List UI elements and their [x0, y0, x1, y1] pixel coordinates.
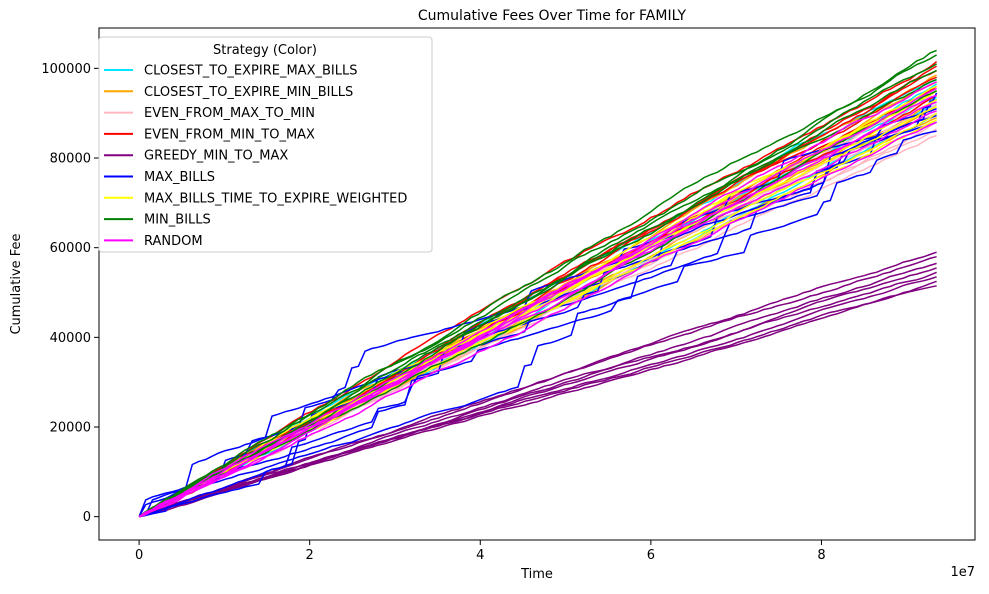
x-tick-label: 2 — [306, 548, 314, 563]
series-line — [138, 251, 937, 518]
y-tick-label: 0 — [83, 510, 91, 525]
series-line — [138, 107, 937, 518]
series-line — [138, 262, 937, 518]
y-tick-label: 100000 — [41, 62, 91, 77]
legend-entry: GREEDY_MIN_TO_MAX — [144, 149, 288, 164]
x-axis-offset-label: 1e7 — [950, 565, 975, 580]
series-line — [138, 121, 937, 518]
y-tick-label: 40000 — [50, 331, 91, 346]
y-tick-label: 60000 — [50, 241, 91, 256]
series-line — [138, 63, 937, 518]
legend-entry: MAX_BILLS — [144, 170, 215, 185]
series-line — [138, 280, 937, 518]
legend-entry: EVEN_FROM_MAX_TO_MIN — [144, 106, 315, 121]
x-tick-label: 8 — [817, 548, 825, 563]
legend-entry: CLOSEST_TO_EXPIRE_MIN_BILLS — [144, 85, 353, 100]
x-tick-label: 6 — [647, 548, 655, 563]
series-line — [138, 92, 938, 517]
series-line — [138, 81, 937, 518]
legend-entry: MAX_BILLS_TIME_TO_EXPIRE_WEIGHTED — [144, 191, 407, 206]
y-tick-label: 80000 — [50, 152, 91, 167]
series-line — [138, 87, 937, 518]
legend-entry: EVEN_FROM_MIN_TO_MAX — [144, 127, 315, 142]
series-line — [138, 94, 937, 518]
series-line — [138, 285, 937, 518]
legend-title: Strategy (Color) — [213, 43, 317, 58]
legend-entry: CLOSEST_TO_EXPIRE_MAX_BILLS — [144, 64, 357, 79]
legend-entry: MIN_BILLS — [144, 213, 211, 228]
series-line — [138, 267, 937, 518]
y-tick-label: 20000 — [50, 421, 91, 436]
x-axis: 0 2 4 6 8 — [135, 540, 826, 563]
y-axis-label: Cumulative Fee — [9, 233, 24, 334]
plot-frame — [98, 27, 976, 541]
legend: Strategy (Color) CLOSEST_TO_EXPIRE_MAX_B… — [98, 36, 433, 253]
chart-title: Cumulative Fees Over Time for FAMILY — [418, 8, 687, 24]
series-line — [138, 110, 937, 518]
series-lines — [138, 49, 938, 518]
series-line — [138, 49, 937, 518]
series-line — [138, 271, 937, 518]
x-axis-label: Time — [520, 567, 553, 582]
x-tick-label: 4 — [476, 548, 484, 563]
y-axis: 0 20000 40000 60000 80000 100000 — [41, 62, 99, 525]
series-line — [138, 54, 937, 518]
x-tick-label: 0 — [135, 548, 143, 563]
series-line — [138, 121, 937, 518]
legend-box — [98, 36, 433, 253]
legend-entry: RANDOM — [144, 234, 203, 249]
